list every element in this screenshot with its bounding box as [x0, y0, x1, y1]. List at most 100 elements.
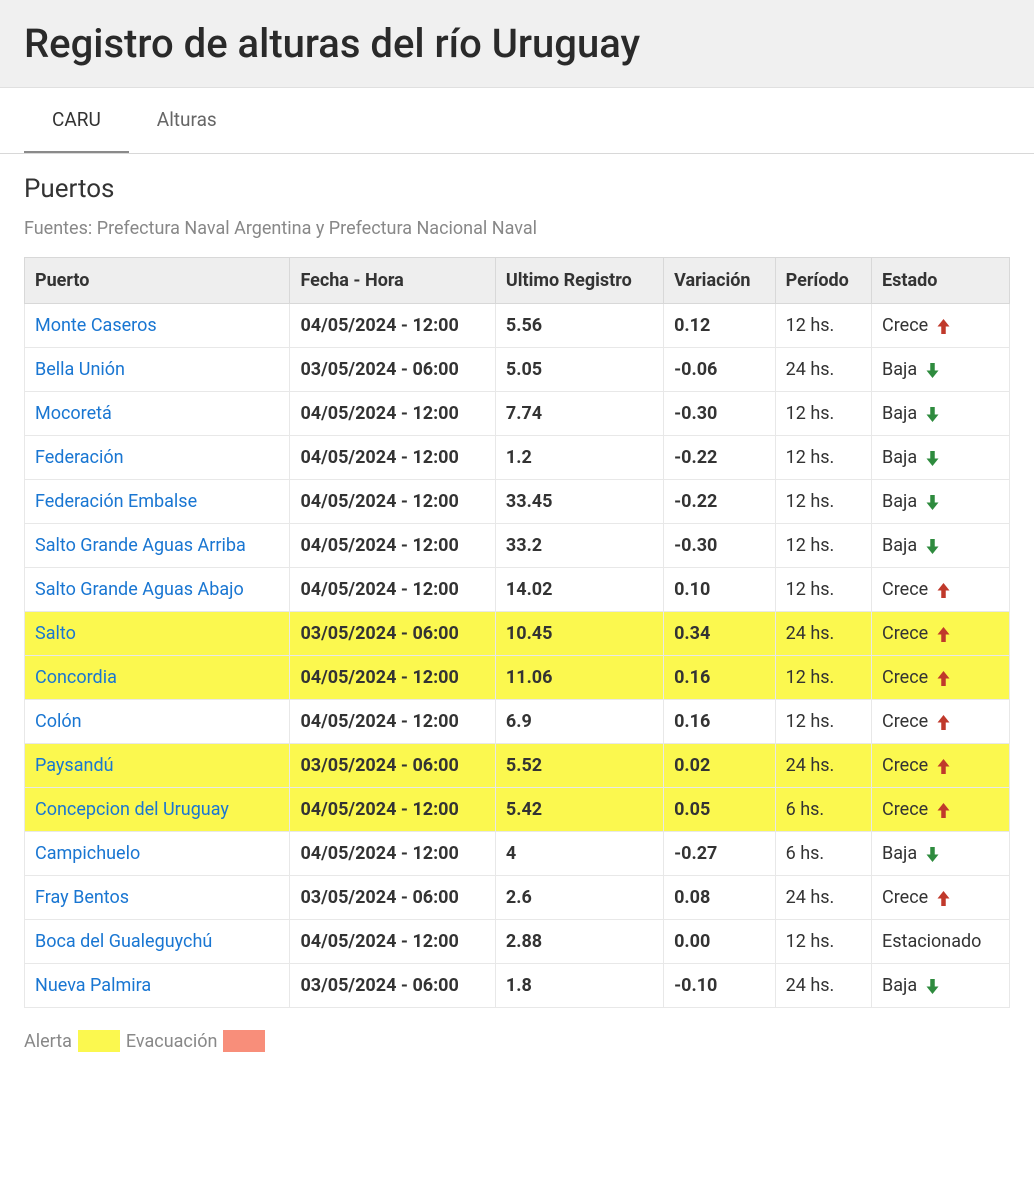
cell-variacion: -0.22 — [664, 480, 776, 524]
arrow-up-icon — [936, 891, 951, 906]
cell-registro: 11.06 — [495, 656, 663, 700]
table-row: Concepcion del Uruguay04/05/2024 - 12:00… — [25, 788, 1010, 832]
cell-variacion: -0.22 — [664, 436, 776, 480]
legend-evacuacion-swatch — [223, 1030, 265, 1052]
port-link[interactable]: Concepcion del Uruguay — [25, 788, 290, 832]
cell-registro: 33.45 — [495, 480, 663, 524]
cell-registro: 7.74 — [495, 392, 663, 436]
port-link[interactable]: Campichuelo — [25, 832, 290, 876]
cell-variacion: 0.12 — [664, 304, 776, 348]
cell-periodo: 12 hs. — [775, 568, 871, 612]
port-link[interactable]: Salto Grande Aguas Abajo — [25, 568, 290, 612]
port-link[interactable]: Bella Unión — [25, 348, 290, 392]
estado-label: Baja — [882, 403, 917, 424]
cell-periodo: 24 hs. — [775, 876, 871, 920]
estado-label: Baja — [882, 359, 917, 380]
cell-periodo: 12 hs. — [775, 700, 871, 744]
estado-label: Crece — [882, 887, 928, 908]
cell-estado: Baja — [872, 392, 1010, 436]
arrow-up-icon — [936, 671, 951, 686]
cell-fecha: 04/05/2024 - 12:00 — [290, 656, 495, 700]
cell-estado: Crece — [872, 304, 1010, 348]
cell-registro: 1.8 — [495, 964, 663, 1008]
column-header: Ultimo Registro — [495, 258, 663, 304]
cell-fecha: 04/05/2024 - 12:00 — [290, 392, 495, 436]
cell-estado: Estacionado — [872, 920, 1010, 964]
cell-registro: 6.9 — [495, 700, 663, 744]
table-header-row: PuertoFecha - HoraUltimo RegistroVariaci… — [25, 258, 1010, 304]
port-link[interactable]: Salto — [25, 612, 290, 656]
cell-periodo: 24 hs. — [775, 964, 871, 1008]
arrow-down-icon — [925, 979, 940, 994]
estado-label: Crece — [882, 799, 928, 820]
cell-fecha: 03/05/2024 - 06:00 — [290, 964, 495, 1008]
cell-fecha: 03/05/2024 - 06:00 — [290, 744, 495, 788]
table-row: Nueva Palmira03/05/2024 - 06:001.8-0.102… — [25, 964, 1010, 1008]
section-title: Puertos — [24, 174, 1010, 204]
port-link[interactable]: Boca del Gualeguychú — [25, 920, 290, 964]
port-link[interactable]: Paysandú — [25, 744, 290, 788]
arrow-up-icon — [936, 803, 951, 818]
table-row: Salto03/05/2024 - 06:0010.450.3424 hs.Cr… — [25, 612, 1010, 656]
estado-label: Crece — [882, 667, 928, 688]
table-row: Boca del Gualeguychú04/05/2024 - 12:002.… — [25, 920, 1010, 964]
tab-caru[interactable]: CARU — [24, 88, 129, 153]
port-link[interactable]: Federación — [25, 436, 290, 480]
page-title: Registro de alturas del río Uruguay — [24, 20, 1034, 67]
cell-estado: Baja — [872, 964, 1010, 1008]
cell-estado: Crece — [872, 700, 1010, 744]
cell-periodo: 12 hs. — [775, 480, 871, 524]
port-link[interactable]: Nueva Palmira — [25, 964, 290, 1008]
table-row: Federación04/05/2024 - 12:001.2-0.2212 h… — [25, 436, 1010, 480]
column-header: Puerto — [25, 258, 290, 304]
port-link[interactable]: Colón — [25, 700, 290, 744]
estado-label: Baja — [882, 535, 917, 556]
port-link[interactable]: Monte Caseros — [25, 304, 290, 348]
estado-label: Crece — [882, 711, 928, 732]
cell-variacion: -0.27 — [664, 832, 776, 876]
cell-variacion: 0.00 — [664, 920, 776, 964]
column-header: Variación — [664, 258, 776, 304]
arrow-up-icon — [936, 583, 951, 598]
port-link[interactable]: Salto Grande Aguas Arriba — [25, 524, 290, 568]
table-row: Bella Unión03/05/2024 - 06:005.05-0.0624… — [25, 348, 1010, 392]
cell-registro: 5.56 — [495, 304, 663, 348]
legend-alerta-swatch — [78, 1030, 120, 1052]
cell-fecha: 04/05/2024 - 12:00 — [290, 700, 495, 744]
page-header: Registro de alturas del río Uruguay — [0, 0, 1034, 88]
arrow-up-icon — [936, 627, 951, 642]
arrow-down-icon — [925, 363, 940, 378]
cell-fecha: 04/05/2024 - 12:00 — [290, 304, 495, 348]
cell-registro: 5.05 — [495, 348, 663, 392]
cell-variacion: 0.16 — [664, 700, 776, 744]
port-link[interactable]: Concordia — [25, 656, 290, 700]
port-link[interactable]: Fray Bentos — [25, 876, 290, 920]
cell-fecha: 04/05/2024 - 12:00 — [290, 524, 495, 568]
cell-fecha: 03/05/2024 - 06:00 — [290, 612, 495, 656]
table-row: Mocoretá04/05/2024 - 12:007.74-0.3012 hs… — [25, 392, 1010, 436]
cell-variacion: -0.10 — [664, 964, 776, 1008]
cell-estado: Crece — [872, 568, 1010, 612]
port-link[interactable]: Federación Embalse — [25, 480, 290, 524]
cell-estado: Baja — [872, 348, 1010, 392]
arrow-down-icon — [925, 407, 940, 422]
sources-text: Fuentes: Prefectura Naval Argentina y Pr… — [24, 218, 1010, 239]
cell-variacion: 0.08 — [664, 876, 776, 920]
port-link[interactable]: Mocoretá — [25, 392, 290, 436]
arrow-down-icon — [925, 451, 940, 466]
cell-estado: Baja — [872, 480, 1010, 524]
cell-fecha: 04/05/2024 - 12:00 — [290, 920, 495, 964]
cell-variacion: 0.02 — [664, 744, 776, 788]
estado-label: Crece — [882, 315, 928, 336]
cell-estado: Crece — [872, 876, 1010, 920]
cell-registro: 5.52 — [495, 744, 663, 788]
cell-periodo: 12 hs. — [775, 392, 871, 436]
cell-variacion: 0.05 — [664, 788, 776, 832]
column-header: Estado — [872, 258, 1010, 304]
legend-evacuacion-label: Evacuación — [126, 1031, 218, 1052]
cell-fecha: 04/05/2024 - 12:00 — [290, 568, 495, 612]
estado-label: Baja — [882, 843, 917, 864]
table-row: Concordia04/05/2024 - 12:0011.060.1612 h… — [25, 656, 1010, 700]
table-row: Federación Embalse04/05/2024 - 12:0033.4… — [25, 480, 1010, 524]
tab-alturas[interactable]: Alturas — [129, 88, 245, 153]
